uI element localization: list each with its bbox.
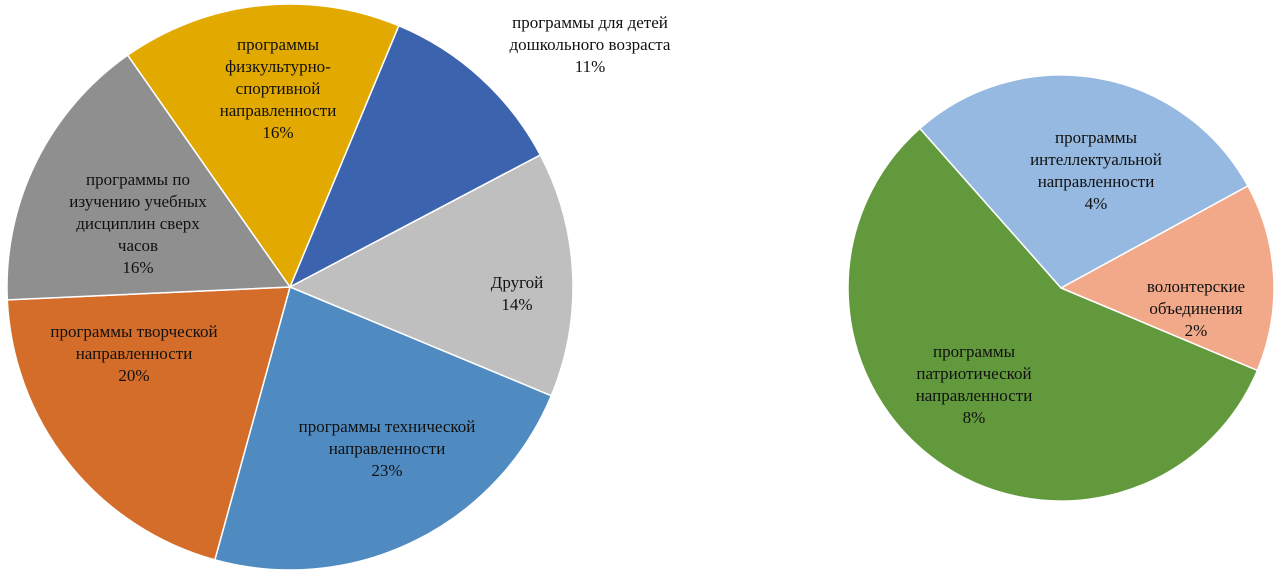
- slice-value-label: 23%: [371, 461, 402, 480]
- pie-slice: [126, 3, 400, 289]
- slice-value-label: 20%: [118, 366, 149, 385]
- pie-slice: [288, 153, 574, 397]
- pie-slice: [1059, 184, 1275, 372]
- slice-label: программы для детей дошкольного возраста: [510, 13, 671, 54]
- slice-label: программы по изучению учебных дисциплин св…: [69, 170, 207, 255]
- slice-value-label: 4%: [1085, 194, 1108, 213]
- pie-slice: [288, 24, 542, 289]
- slice-value-label: 2%: [1185, 321, 1208, 340]
- slice-value-label: 16%: [262, 123, 293, 142]
- slice-label: Другой: [491, 273, 544, 292]
- pie-slice: [6, 54, 292, 301]
- slice-label: программы патриотической направленности: [916, 342, 1033, 405]
- slice-value-label: 14%: [501, 295, 532, 314]
- slice-label: программы физкультурно-спортивной направле…: [220, 35, 337, 120]
- pie-slice: [847, 127, 1259, 502]
- slice-label: программы творческой направленности: [50, 322, 217, 363]
- pie-slice: [213, 285, 553, 570]
- pie-slice: [6, 286, 291, 561]
- pie-slice: [918, 74, 1249, 289]
- slice-label: программы технической направленности: [299, 417, 476, 458]
- slice-value-label: 8%: [963, 408, 986, 427]
- slice-label: волонтерские объединения: [1147, 277, 1245, 318]
- slice-value-label: 11%: [575, 57, 606, 76]
- slice-label: программы интеллектуальной направленности: [1030, 128, 1162, 191]
- slice-value-label: 16%: [122, 258, 153, 277]
